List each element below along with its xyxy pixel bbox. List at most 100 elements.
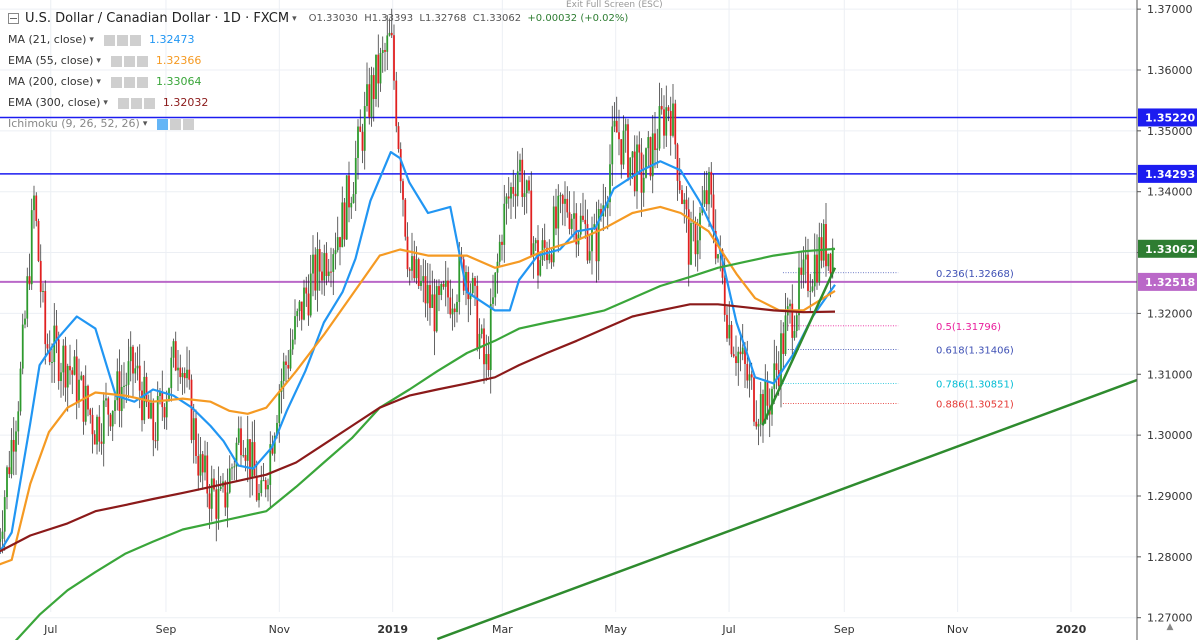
chevron-down-icon[interactable]: ▾ [142, 118, 148, 129]
candle-body [325, 253, 328, 276]
indicator-row[interactable]: EMA (55, close) ▾ 1.32366 [8, 50, 628, 71]
gear-icon[interactable] [116, 34, 128, 46]
candle-body [703, 190, 706, 204]
candle-body [631, 151, 634, 158]
candle-body [116, 371, 119, 401]
candle-body [660, 106, 663, 110]
chevron-down-icon[interactable]: ▾ [96, 76, 101, 87]
candle-body [476, 285, 479, 349]
candle-body [440, 283, 443, 295]
candle-body [782, 333, 785, 354]
candle-body [795, 315, 798, 332]
eye-icon[interactable] [110, 76, 122, 88]
candle-body [798, 267, 800, 316]
candle-body [28, 276, 31, 285]
chevron-down-icon[interactable]: ▾ [292, 13, 297, 24]
candle-body [156, 395, 159, 441]
candle-body [143, 376, 146, 421]
gear-icon[interactable] [170, 118, 182, 130]
chevron-down-icon[interactable]: ▾ [96, 55, 101, 66]
indicator-row[interactable]: MA (200, close) ▾ 1.33064 [8, 71, 628, 92]
fibonacci-label: 0.236(1.32668) [936, 269, 1014, 280]
candle-body [224, 481, 227, 508]
trendline [436, 357, 1195, 640]
close-icon[interactable] [183, 118, 195, 130]
exit-fullscreen-hint[interactable]: Exit Full Screen (ESC) [566, 0, 663, 10]
candle-body [217, 488, 220, 519]
candle-body [705, 190, 708, 205]
candle-body [15, 431, 17, 452]
candle-body [55, 325, 58, 340]
candle-body [438, 286, 440, 295]
candle-body [793, 331, 796, 338]
eye-icon[interactable] [117, 97, 129, 109]
candle-body [21, 324, 24, 369]
candle-body [741, 347, 744, 355]
y-tick-label: 1.37000 [1147, 3, 1193, 16]
candle-body [687, 209, 690, 265]
candle-body [791, 303, 794, 338]
candle-body [145, 376, 148, 403]
candle-body [827, 253, 830, 267]
candle-body [636, 144, 638, 192]
close-icon[interactable] [129, 34, 141, 46]
eye-icon[interactable] [157, 118, 169, 130]
candle-body [57, 339, 60, 382]
change-value: +0.00032 (+0.02%) [527, 13, 629, 24]
eye-icon[interactable] [110, 55, 122, 67]
candle-body [415, 259, 418, 279]
candle-body [543, 240, 546, 248]
candle-body [818, 237, 821, 283]
candle-body [129, 346, 132, 362]
indicator-row[interactable]: EMA (300, close) ▾ 1.32032 [8, 92, 628, 113]
close-icon[interactable] [136, 76, 148, 88]
candle-body [228, 468, 231, 493]
scroll-to-start-icon[interactable]: ▲ [1166, 622, 1174, 632]
candle-body [789, 303, 791, 307]
gear-icon[interactable] [123, 76, 135, 88]
candle-body [163, 407, 166, 418]
candle-body [528, 180, 530, 191]
candle-body [512, 186, 515, 194]
candle-body [611, 126, 614, 165]
candle-body [609, 164, 611, 203]
candle-body [678, 180, 681, 191]
candle-body [332, 254, 335, 272]
candle-body [98, 416, 101, 442]
candle-body [424, 276, 427, 304]
candle-body [71, 370, 74, 375]
candle-body [408, 269, 411, 271]
chevron-down-icon[interactable]: ▾ [89, 34, 94, 45]
eye-icon[interactable] [103, 34, 115, 46]
chevron-down-icon[interactable]: ▾ [103, 97, 108, 108]
x-tick-label: Jul [721, 623, 735, 636]
candle-body [456, 301, 458, 313]
indicator-row[interactable]: Ichimoku (9, 26, 52, 26) ▾ [8, 113, 628, 134]
indicator-row[interactable]: MA (21, close) ▾ 1.32473 [8, 29, 628, 50]
time-axis: Jul Sep Nov 2019 Mar May Jul Sep Nov 2020 [43, 623, 1087, 636]
candle-body [375, 54, 377, 100]
candle-body [449, 297, 452, 315]
close-icon[interactable] [136, 55, 148, 67]
candle-body [282, 361, 285, 382]
gear-icon[interactable] [123, 55, 135, 67]
candle-body [42, 291, 44, 293]
collapse-icon[interactable] [8, 13, 19, 24]
candle-body [453, 308, 456, 313]
candle-body [17, 411, 20, 432]
gear-icon[interactable] [130, 97, 142, 109]
legend: U.S. Dollar / Canadian Dollar · 1D · FXC… [8, 8, 628, 134]
candle-body [555, 206, 557, 229]
candle-body [516, 171, 519, 197]
close-icon[interactable] [143, 97, 155, 109]
candle-body [334, 250, 337, 255]
candle-body [66, 365, 69, 388]
candle-body [19, 368, 22, 412]
candle-body [674, 103, 677, 145]
symbol-title[interactable]: U.S. Dollar / Canadian Dollar · 1D · FXC… [25, 11, 290, 26]
candle-body [444, 280, 447, 287]
candle-body [363, 106, 366, 151]
candle-body [663, 109, 665, 136]
candle-body [93, 434, 96, 445]
